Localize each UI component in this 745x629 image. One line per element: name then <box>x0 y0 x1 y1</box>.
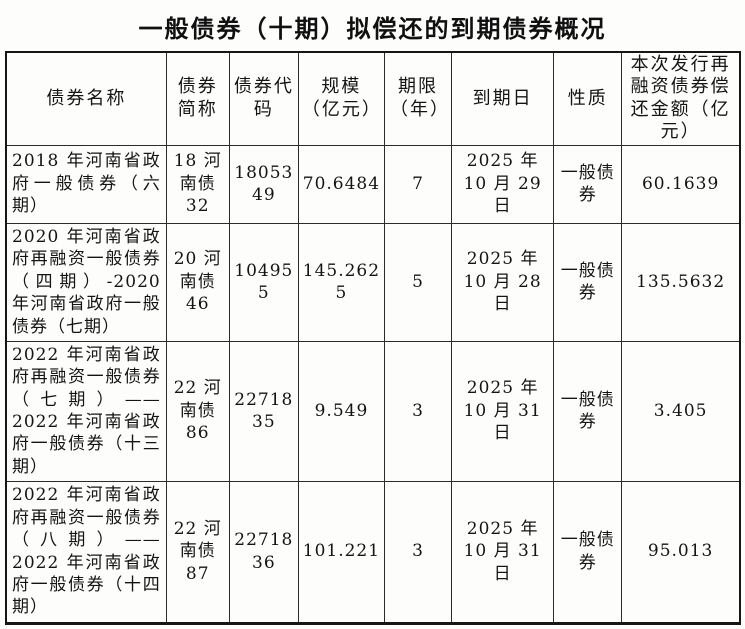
cell-nature: 一般债券 <box>553 144 623 224</box>
cell-code: 2271835 <box>228 340 299 482</box>
cell-repay_amount_yi_yuan: 3.405 <box>621 340 741 482</box>
cell-term_years: 3 <box>383 340 453 482</box>
column-header-repay_amount_yi_yuan: 本次发行再融资债券偿还金额（亿元） <box>621 51 741 146</box>
table-row: 2022 年河南省政府再融资一般债券（八期）——2022 年河南省政府一般债券（… <box>5 480 741 625</box>
table-row: 2018 年河南省政府一般债券（六期） 18 河南债 32 1805349 70.64… <box>5 144 741 224</box>
cell-repay_amount_yi_yuan: 135.5632 <box>621 222 741 342</box>
cell-short_name: 22 河南债 86 <box>165 340 230 482</box>
table-body: 2018 年河南省政府一般债券（六期） 18 河南债 32 1805349 70.64… <box>5 144 741 625</box>
table-row: 2020 年河南省政府再融资一般债券（四期）-2020 年河南省政府一般债券（七… <box>5 222 741 342</box>
cell-code: 2271836 <box>228 480 299 625</box>
cell-term_years: 7 <box>383 144 453 224</box>
cell-maturity_date: 2025 年 10 月 31 日 <box>451 480 555 625</box>
cell-term_years: 5 <box>383 222 453 342</box>
cell-name: 2022 年河南省政府再融资一般债券（七期）——2022 年河南省政府一般债券（… <box>5 340 167 482</box>
cell-code: 104955 <box>228 222 299 342</box>
cell-name: 2022 年河南省政府再融资一般债券（八期）——2022 年河南省政府一般债券（… <box>5 480 167 625</box>
cell-nature: 一般债券 <box>553 340 623 482</box>
column-header-short_name: 债券简称 <box>165 51 230 146</box>
cell-term_years: 3 <box>383 480 453 625</box>
column-header-maturity_date: 到期日 <box>451 51 555 146</box>
table-header-row: 债券名称 债券简称 债券代码 规模（亿元） 期限（年） 到期日 性质 本次发行再融资债券偿还金… <box>5 51 741 146</box>
column-header-scale_yi_yuan: 规模（亿元） <box>297 51 385 146</box>
cell-maturity_date: 2025 年 10 月 28 日 <box>451 222 555 342</box>
page-title: 一般债券（十期）拟偿还的到期债券概况 <box>138 14 607 43</box>
cell-repay_amount_yi_yuan: 95.013 <box>621 480 741 625</box>
column-header-code: 债券代码 <box>228 51 299 146</box>
table-row: 2022 年河南省政府再融资一般债券（七期）——2022 年河南省政府一般债券（… <box>5 340 741 482</box>
table-header: 债券名称 债券简称 债券代码 规模（亿元） 期限（年） 到期日 性质 本次发行再融资债券偿还金… <box>5 51 741 146</box>
cell-scale_yi_yuan: 70.6484 <box>297 144 385 224</box>
cell-nature: 一般债券 <box>553 480 623 625</box>
column-header-nature: 性质 <box>553 51 623 146</box>
bond-table: 债券名称 债券简称 债券代码 规模（亿元） 期限（年） 到期日 性质 本次发行再融资债券偿还金… <box>5 51 741 625</box>
column-header-name: 债券名称 <box>5 51 167 146</box>
column-header-term_years: 期限（年） <box>383 51 453 146</box>
cell-short_name: 18 河南债 32 <box>165 144 230 224</box>
cell-short_name: 20 河南债 46 <box>165 222 230 342</box>
cell-repay_amount_yi_yuan: 60.1639 <box>621 144 741 224</box>
cell-maturity_date: 2025 年 10 月 29 日 <box>451 144 555 224</box>
cell-code: 1805349 <box>228 144 299 224</box>
cell-scale_yi_yuan: 101.221 <box>297 480 385 625</box>
cell-scale_yi_yuan: 145.2625 <box>297 222 385 342</box>
cell-nature: 一般债券 <box>553 222 623 342</box>
cell-short_name: 22 河南债 87 <box>165 480 230 625</box>
cell-name: 2020 年河南省政府再融资一般债券（四期）-2020 年河南省政府一般债券（七… <box>5 222 167 342</box>
document-page: 一般债券（十期）拟偿还的到期债券概况 债券名称 债券简称 债券代码 规模（亿元） 期限（… <box>0 9 745 629</box>
cell-maturity_date: 2025 年 10 月 31 日 <box>451 340 555 482</box>
cell-name: 2018 年河南省政府一般债券（六期） <box>5 144 167 224</box>
cell-scale_yi_yuan: 9.549 <box>297 340 385 482</box>
